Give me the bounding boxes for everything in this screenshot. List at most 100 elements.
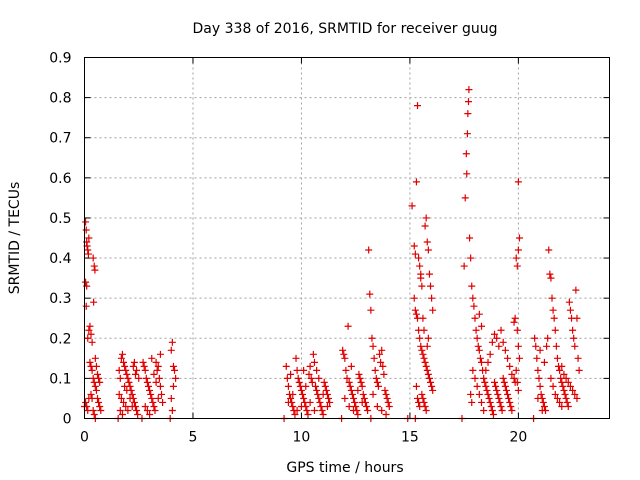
data-point — [378, 406, 386, 414]
data-point — [549, 306, 557, 314]
data-point — [297, 386, 305, 394]
data-point — [368, 334, 376, 342]
data-point — [417, 274, 425, 282]
data-point — [369, 390, 377, 398]
data-point — [156, 382, 164, 390]
data-point — [478, 358, 486, 366]
data-point — [565, 298, 573, 306]
data-point — [282, 362, 290, 370]
data-point — [464, 110, 472, 118]
data-point — [552, 342, 560, 350]
data-point — [501, 382, 509, 390]
data-point — [293, 406, 301, 414]
data-point — [540, 402, 548, 410]
data-point — [418, 282, 426, 290]
data-point — [382, 410, 390, 418]
data-point — [422, 214, 430, 222]
data-point — [492, 382, 500, 390]
data-point — [90, 262, 98, 270]
data-point — [325, 394, 333, 402]
data-point — [155, 374, 163, 382]
data-point — [549, 382, 557, 390]
x-tick-label: 0 — [80, 430, 89, 446]
data-point — [321, 382, 329, 390]
data-point — [149, 398, 157, 406]
data-point — [481, 378, 489, 386]
data-point — [488, 406, 496, 414]
data-point — [382, 390, 390, 398]
data-point — [538, 406, 546, 414]
data-point — [292, 354, 300, 362]
x-tick-label: 15 — [401, 430, 419, 446]
data-point — [412, 382, 420, 390]
data-point — [130, 398, 138, 406]
data-point — [489, 410, 497, 418]
data-point — [573, 314, 581, 322]
data-point — [306, 398, 314, 406]
data-point — [116, 374, 124, 382]
data-point — [312, 382, 320, 390]
y-tick-label: 0 — [63, 412, 72, 428]
data-point — [419, 314, 427, 322]
data-point — [504, 390, 512, 398]
data-point — [418, 390, 426, 398]
data-point — [122, 366, 130, 374]
data-point — [347, 362, 355, 370]
data-point — [484, 390, 492, 398]
data-point — [472, 326, 480, 334]
data-point — [384, 398, 392, 406]
data-point — [152, 378, 160, 386]
data-point — [376, 350, 384, 358]
data-point — [416, 402, 424, 410]
data-point — [342, 366, 350, 374]
data-point — [556, 366, 564, 374]
data-point — [544, 334, 552, 342]
data-point — [562, 374, 570, 382]
data-point — [284, 382, 292, 390]
data-point — [429, 306, 437, 314]
data-point — [121, 382, 129, 390]
data-point — [153, 366, 161, 374]
data-point — [305, 370, 313, 378]
data-point — [574, 354, 582, 362]
data-point — [82, 398, 90, 406]
data-point — [91, 382, 99, 390]
data-point — [410, 294, 418, 302]
data-point — [420, 326, 428, 334]
data-point — [121, 362, 129, 370]
data-point — [480, 406, 488, 414]
data-point — [475, 346, 483, 354]
data-point — [514, 246, 522, 254]
data-point — [351, 398, 359, 406]
data-point — [427, 378, 435, 386]
data-point — [91, 266, 99, 274]
data-point — [124, 406, 132, 414]
data-point — [488, 338, 496, 346]
data-point — [482, 382, 490, 390]
data-point — [475, 390, 483, 398]
data-point — [90, 298, 98, 306]
data-point — [510, 318, 518, 326]
data-point — [505, 394, 513, 402]
data-point — [428, 294, 436, 302]
data-point — [374, 382, 382, 390]
data-point — [418, 346, 426, 354]
data-point — [283, 374, 291, 382]
axis-ticks: 0 5 10 15 20 0 0.1 0.2 0.3 0.4 0.5 0.6 0.7 0.8 0.9 — [49, 51, 610, 446]
x-tick-label: 10 — [293, 430, 311, 446]
data-point — [465, 86, 473, 94]
data-point — [308, 378, 316, 386]
data-point — [513, 326, 521, 334]
data-point — [169, 362, 177, 370]
data-point — [532, 342, 540, 350]
data-point — [90, 410, 98, 418]
data-point — [171, 366, 179, 374]
data-point — [116, 406, 124, 414]
data-point — [87, 390, 95, 398]
data-point — [571, 342, 579, 350]
data-point — [313, 386, 321, 394]
data-point — [572, 286, 580, 294]
data-point — [128, 402, 136, 410]
data-point — [475, 310, 483, 318]
data-point — [497, 326, 505, 334]
